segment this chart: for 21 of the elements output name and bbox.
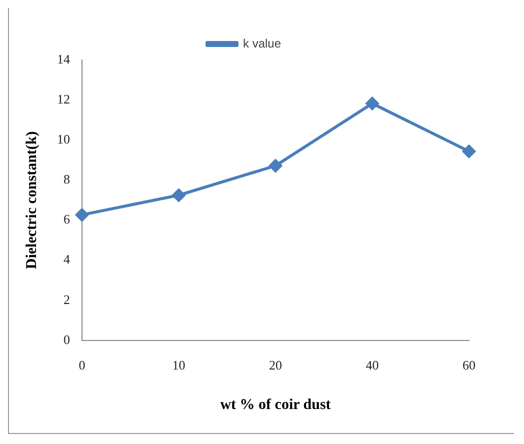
y-tick-label: 14 <box>57 51 70 66</box>
y-tick-label: 4 <box>64 252 70 267</box>
x-tick-label: 0 <box>78 358 86 373</box>
x-tick-label: 40 <box>366 358 379 373</box>
x-axis-title: wt % of coir dust <box>220 396 331 413</box>
x-tick-label: 60 <box>462 358 476 373</box>
y-tick-label: 8 <box>64 172 70 187</box>
legend-label: k value <box>242 36 282 50</box>
y-tick-label: 12 <box>57 91 70 106</box>
y-tick-label: 2 <box>64 292 70 307</box>
point <box>172 188 186 202</box>
y-tick-label: 0 <box>64 332 70 347</box>
y-axis-title: Dielectric constant(k) <box>24 131 40 270</box>
point <box>269 159 282 172</box>
x-tick-label: 20 <box>269 358 282 373</box>
point <box>462 144 476 158</box>
point <box>76 208 88 222</box>
point <box>366 96 379 110</box>
y-tick-label: 6 <box>64 212 70 227</box>
x-tick-label: 10 <box>172 358 186 373</box>
y-tick-label: 10 <box>57 132 70 147</box>
